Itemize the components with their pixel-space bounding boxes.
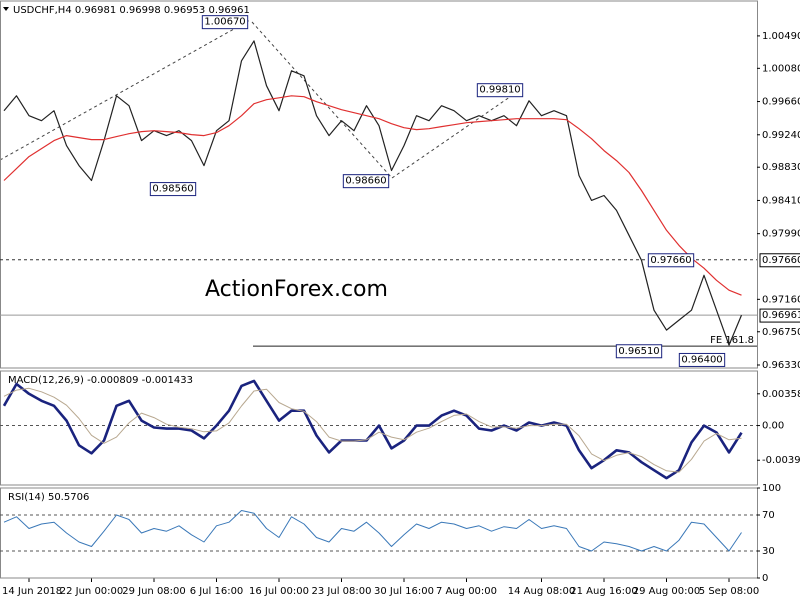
trend-line	[251, 21, 393, 179]
annotation: 0.99810	[479, 85, 520, 96]
x-tick-label: 23 Jul 08:00	[312, 586, 372, 597]
x-tick-label: 14 Aug 08:00	[508, 586, 575, 597]
panel-frame	[0, 487, 758, 579]
label-box	[476, 83, 524, 98]
fe-label: FE 161.8	[710, 335, 754, 346]
series-line	[2, 379, 743, 480]
annotation: 0.97660	[650, 255, 691, 266]
x-tick-label: 5 Sep 08:00	[699, 586, 759, 597]
y-tick-label: 0.96330	[762, 360, 800, 371]
annotation: 0.96510	[618, 346, 659, 357]
y-tick-label: 0.96750	[762, 327, 800, 338]
annotation: 0.98660	[345, 176, 386, 187]
y-tick-label: 1.00080	[762, 63, 800, 74]
label-box	[647, 253, 695, 268]
menu-triangle	[3, 7, 9, 11]
x-tick-label: 29 Jun 08:00	[122, 586, 186, 597]
price-label: 0.96961	[762, 310, 800, 321]
y-tick-label: 70	[762, 510, 775, 521]
x-tick-label: 21 Aug 16:00	[570, 586, 637, 597]
y-tick-label: -0.003908	[762, 455, 800, 466]
panel-frame	[0, 0, 758, 369]
y-tick-label: 0.00358	[762, 389, 800, 400]
series-line	[3, 387, 742, 473]
y-tick-label: 0	[762, 573, 768, 584]
annotation: 1.00670	[204, 17, 245, 28]
chart-title: USDCHF,H4 0.96981 0.96998 0.96953 0.9696…	[13, 5, 250, 16]
y-tick-label: 0.99240	[762, 130, 800, 141]
label-box	[759, 253, 800, 268]
label-box	[201, 15, 249, 30]
annotation: 0.96400	[681, 354, 722, 365]
y-tick-label: 1.00490	[762, 31, 800, 42]
x-tick-label: 30 Jul 16:00	[374, 586, 434, 597]
series-line	[3, 40, 743, 346]
trend-line	[391, 89, 521, 179]
label-box	[759, 308, 800, 323]
panel-title: MACD(12,26,9) -0.000809 -0.001433	[8, 375, 193, 386]
y-tick-label: 0.98830	[762, 162, 800, 173]
watermark: ActionForex.com	[205, 277, 388, 302]
label-box	[342, 174, 390, 189]
x-tick-label: 7 Aug 00:00	[436, 586, 497, 597]
y-tick-label: 0.99660	[762, 97, 800, 108]
y-tick-label: 100	[762, 483, 781, 494]
panel-title: RSI(14) 50.5706	[8, 492, 89, 503]
series-line	[3, 510, 742, 552]
y-tick-label: 0.00	[762, 421, 784, 432]
label-box	[149, 182, 197, 197]
x-tick-label: 16 Jul 00:00	[249, 586, 309, 597]
x-tick-label: 6 Jul 16:00	[190, 586, 244, 597]
label-box	[615, 344, 663, 359]
label-box	[678, 352, 726, 367]
y-tick-label: 30	[762, 546, 775, 557]
x-tick-label: 22 Jun 00:00	[60, 586, 124, 597]
y-tick-label: 0.97160	[762, 294, 800, 305]
panel-frame	[0, 370, 758, 486]
x-tick-label: 29 Aug 00:00	[633, 586, 700, 597]
level-label: 0.97660	[762, 255, 800, 266]
x-tick-label: 14 Jun 2018	[2, 586, 62, 597]
y-tick-label: 0.97990	[762, 229, 800, 240]
annotation: 0.98560	[152, 184, 193, 195]
y-tick-label: 0.98410	[762, 195, 800, 206]
series-line	[3, 95, 742, 296]
